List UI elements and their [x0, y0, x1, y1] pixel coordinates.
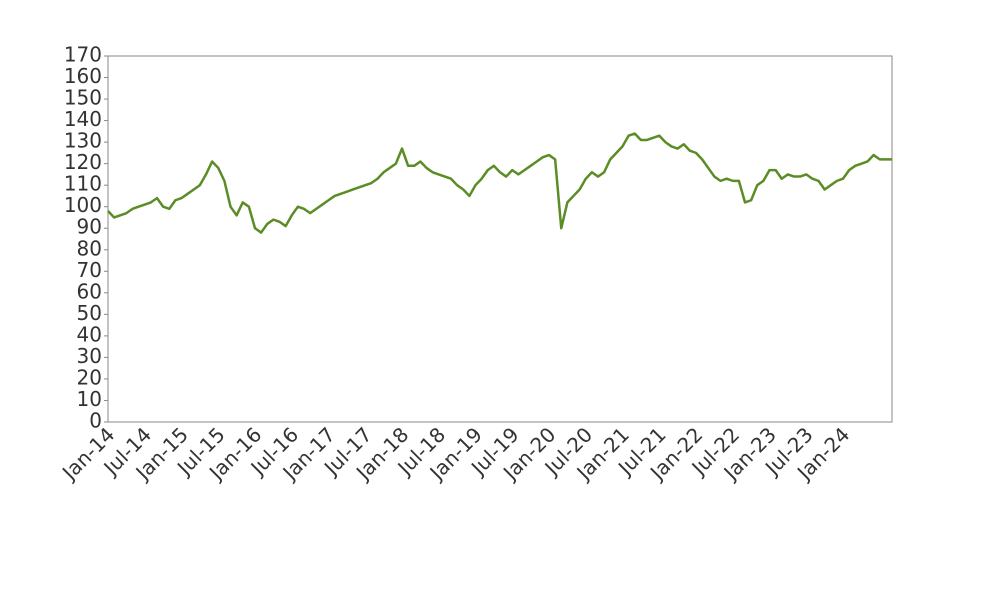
y-tick-label: 110: [64, 172, 102, 196]
y-tick-label: 80: [77, 236, 102, 260]
y-tick-label: 60: [77, 279, 102, 303]
y-tick-label: 50: [77, 301, 102, 325]
y-tick-label: 40: [77, 322, 102, 346]
y-tick-label: 140: [64, 107, 102, 131]
y-tick-label: 70: [77, 258, 102, 282]
y-tick-label: 0: [89, 409, 102, 433]
y-tick-label: 120: [64, 150, 102, 174]
data-line: [107, 132, 892, 234]
y-tick-label: 150: [64, 86, 102, 110]
y-tick-label: 130: [64, 129, 102, 153]
y-tick-label: 100: [64, 193, 102, 217]
plot-frame: [107, 55, 893, 423]
y-tick-label: 170: [64, 43, 102, 67]
y-tick-label: 90: [77, 215, 102, 239]
y-tick-label: 160: [64, 64, 102, 88]
y-tick-label: 10: [77, 387, 102, 411]
y-tick-label: 30: [77, 344, 102, 368]
y-tick-label: 20: [77, 365, 102, 389]
